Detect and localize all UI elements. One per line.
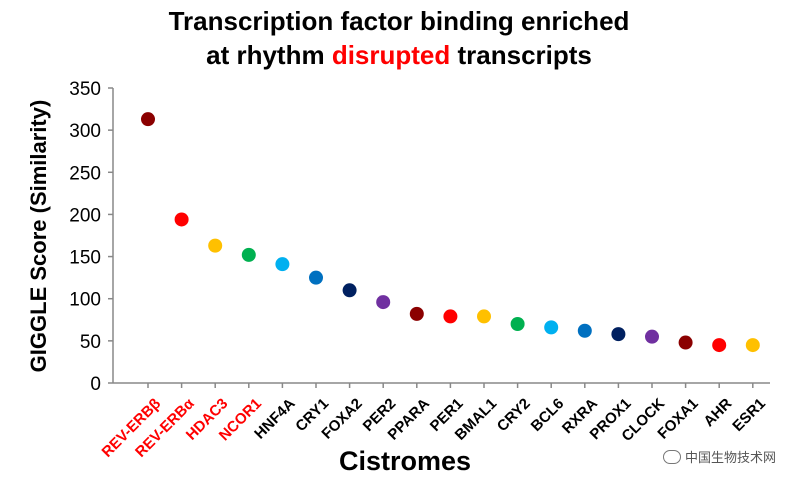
y-tick-label: 350 (69, 79, 101, 100)
data-point (309, 270, 323, 285)
data-point (712, 338, 727, 353)
data-point (477, 309, 491, 324)
y-tick-label: 250 (69, 163, 101, 184)
x-tick-label: ESR1 (729, 395, 769, 435)
data-point (443, 309, 458, 324)
data-point (409, 306, 424, 321)
y-tick-label: 50 (80, 332, 101, 353)
watermark: 中国生物技术网 (662, 447, 776, 466)
y-tick-label: 150 (69, 248, 101, 269)
data-point (376, 295, 391, 310)
chart-title-prefix: at rhythm (206, 40, 332, 70)
chart-title-line1: Transcription factor binding enriched (168, 6, 630, 36)
chart-title-suffix: transcripts (450, 40, 592, 70)
data-point (174, 212, 189, 227)
y-tick-label: 300 (69, 121, 101, 142)
data-point (141, 112, 155, 127)
watermark-text: 中国生物技术网 (684, 451, 776, 466)
chart-axes (112, 88, 770, 384)
data-point (745, 338, 760, 353)
data-point (342, 283, 357, 298)
x-tick-label: CRY2 (494, 395, 534, 435)
chart-title-line2: at rhythm disrupted transcripts (0, 38, 798, 72)
data-point (275, 257, 290, 272)
data-point (241, 247, 256, 262)
y-tick-label: 200 (69, 205, 101, 226)
data-point (510, 317, 525, 331)
data-point (577, 323, 592, 338)
x-axis-title: Cistromes (339, 446, 471, 476)
data-point (544, 320, 559, 335)
data-point (678, 335, 693, 350)
y-axis-title: GIGGLE Score (Similarity) (26, 100, 51, 373)
y-axis-ticks: 0 50 100 150 200 250 300 350 (69, 79, 113, 395)
y-tick-label: 100 (69, 290, 101, 311)
y-tick-label: 0 (90, 374, 101, 395)
wechat-icon (662, 449, 681, 464)
chart-title-highlight: disrupted (331, 40, 451, 70)
data-point (611, 327, 626, 342)
data-point (208, 238, 223, 253)
data-points (141, 112, 760, 353)
data-point (645, 329, 659, 344)
